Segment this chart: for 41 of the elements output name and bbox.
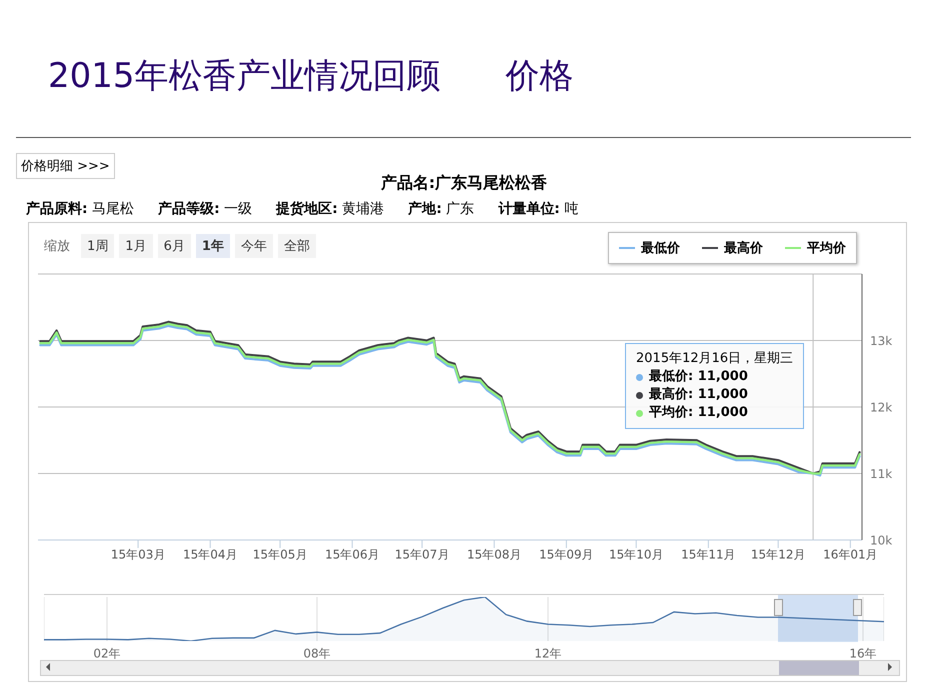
text: 全部 <box>278 234 316 258</box>
chart-title: 2015年松香产业情况回顾 价格 <box>48 56 574 96</box>
text: 产地: 广东 <box>408 200 474 218</box>
x-tick-label: 15年10月 <box>608 548 664 562</box>
y-tick-label: 10k <box>870 533 892 548</box>
y-tick-label: 11k <box>870 466 892 481</box>
legend-label: 最高价 <box>723 240 763 257</box>
chart-subtitle: 产品名:广东马尾松松香 <box>380 173 548 192</box>
text: 1月 <box>119 234 153 258</box>
x-tick-label: 15年11月 <box>681 548 736 562</box>
text: 提货地区: 黄埔港 <box>276 200 384 218</box>
legend-label: 最低价 <box>640 240 680 257</box>
y-tick-label: 13k <box>870 334 892 348</box>
text: 1年 <box>196 234 230 258</box>
text: 产品原料: 马尾松 <box>26 200 134 218</box>
text: 1周 <box>81 234 114 258</box>
text: 今年 <box>234 234 273 258</box>
x-tick-label: 15年08月 <box>466 548 522 562</box>
annotation: 2015年12月16日，星期三 <box>636 350 794 368</box>
y-tick-label: 12k <box>870 400 892 414</box>
x-tick-label: 15年06月 <box>324 548 380 562</box>
x-tick-label: 12年 <box>534 646 562 661</box>
text: 6月 <box>158 234 191 258</box>
legend-label: 平均价 <box>806 240 846 257</box>
annotation: 平均价: 11,000 <box>649 404 748 422</box>
x-tick-label: 16年01月 <box>823 548 878 562</box>
x-tick-label: 15年12月 <box>750 548 806 562</box>
x-tick-label: 15年03月 <box>110 548 166 562</box>
annotation: 最高价: 11,000 <box>649 386 748 404</box>
x-tick-label: 15年05月 <box>252 548 308 562</box>
text: 产品等级: 一级 <box>158 200 252 218</box>
x-tick-label: 02年 <box>93 646 121 661</box>
x-tick-label: 15年09月 <box>539 548 594 562</box>
x-tick-label: 08年 <box>303 646 331 661</box>
annotation: 最低价: 11,000 <box>649 368 748 386</box>
text: 价格明细 >>> <box>16 153 115 179</box>
x-tick-label: 15年07月 <box>394 548 450 562</box>
text: 缩放 <box>43 238 71 256</box>
x-tick-label: 15年04月 <box>182 548 238 562</box>
x-tick-label: 16年 <box>849 646 877 661</box>
text: 计量单位: 吨 <box>498 200 578 218</box>
